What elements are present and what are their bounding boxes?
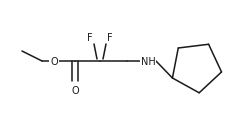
Text: NH: NH [141, 56, 155, 66]
Text: O: O [71, 85, 79, 95]
Text: O: O [50, 56, 58, 66]
Text: F: F [107, 33, 113, 43]
Text: F: F [87, 33, 93, 43]
